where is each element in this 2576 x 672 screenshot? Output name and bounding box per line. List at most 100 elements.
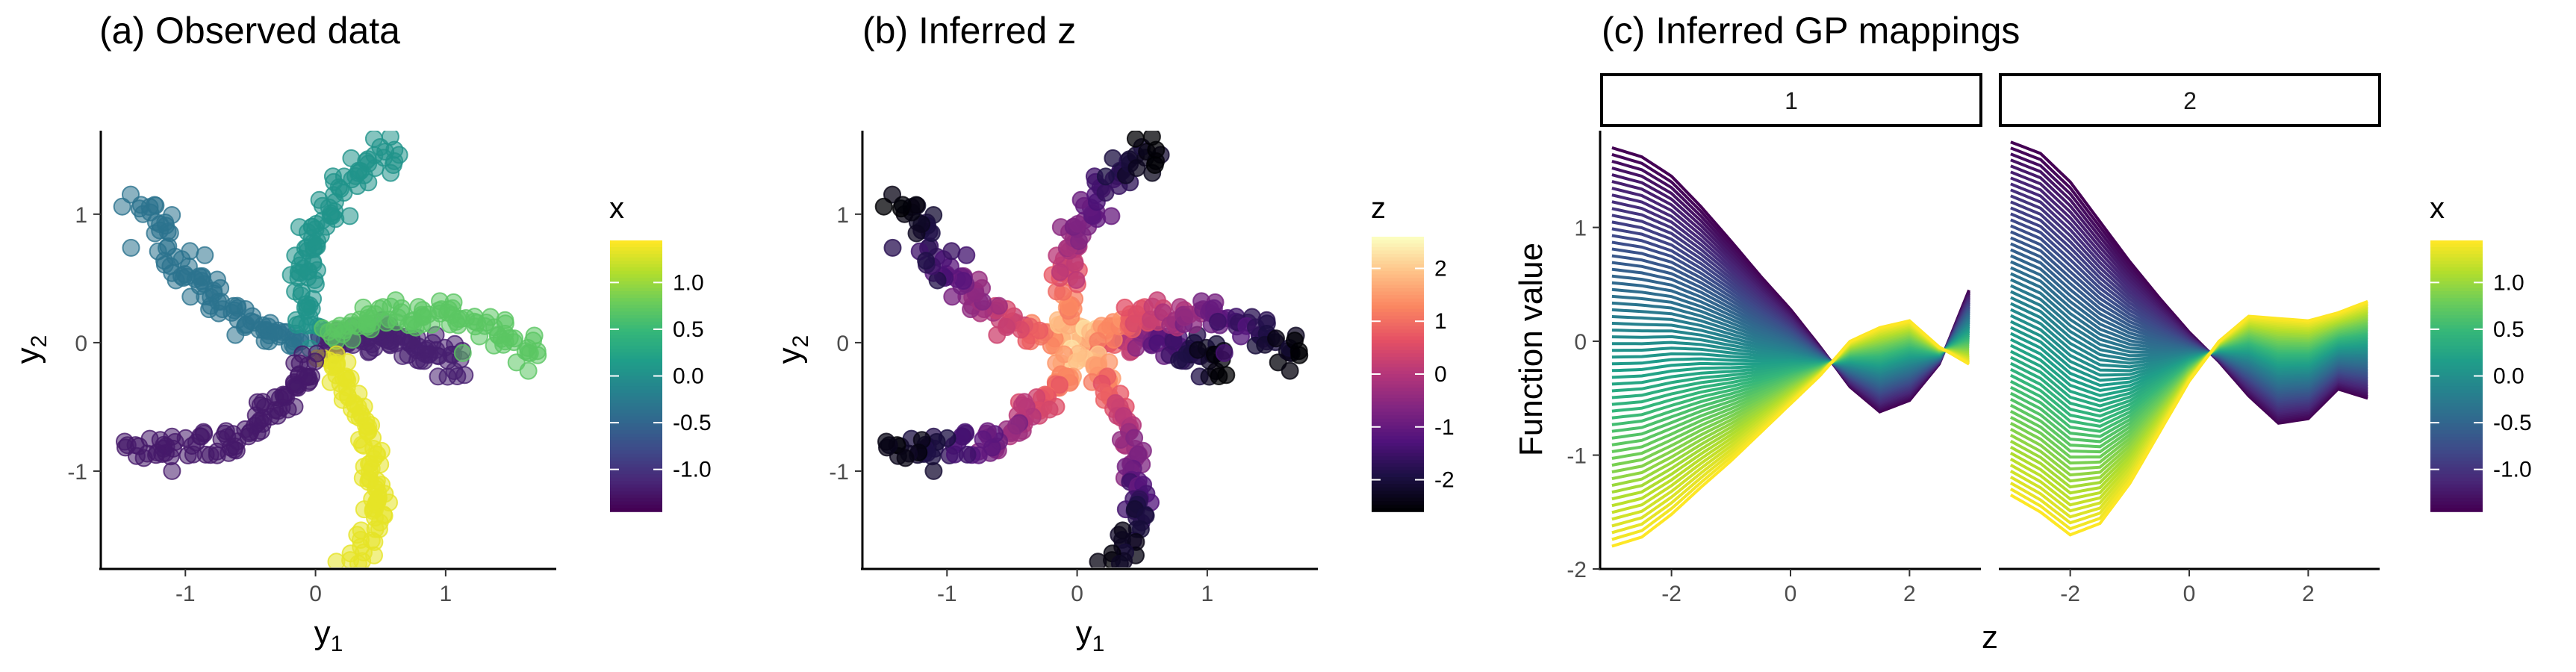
x-tick-label: -2 [1661,582,1681,606]
scatter-point [1125,429,1144,447]
scatter-point [907,224,926,243]
panel-c: (c) Inferred GP mappings 1 2 1 0 -1 -2 -2 0 2 -… [1513,10,2532,656]
colorbar-segment [1372,312,1424,317]
colorbar-segment [1372,332,1424,337]
colorbar-segment [610,332,662,336]
scatter-point [917,252,936,270]
facet-strip-2 [1999,73,2381,127]
y-tick-label: -2 [1567,558,1587,582]
facet-strip-1-label: 1 [1785,87,1798,114]
x-tick-label: 0 [1071,582,1083,606]
colorbar-segment [610,325,662,329]
colorbar-segment [610,358,662,364]
colorbar-segment [1372,449,1424,454]
colorbar-segment [610,437,662,441]
colorbar-segment [610,365,662,370]
colorbar-segment [610,393,662,397]
colorbar-segment [610,254,662,258]
colorbar-segment [1372,364,1424,368]
scatter-point [1281,361,1299,380]
colorbar-segment [1372,415,1424,420]
colorbar-segment [610,491,662,496]
colorbar-segment [1372,422,1424,426]
panel-a-ticks: -1 0 1 -1 0 1 [67,203,452,606]
panel-a-y-label: y2 [10,335,52,364]
scatter-point [1051,263,1069,281]
colorbar-segment [610,335,662,340]
colorbar-tick-label: 2 [1434,256,1447,281]
colorbar-segment [610,399,662,404]
colorbar-segment [610,305,662,309]
colorbar-segment [2430,298,2483,302]
colorbar-segment [1372,370,1424,375]
colorbar-segment [610,484,662,489]
colorbar-segment [1372,250,1424,255]
colorbar-segment [610,447,662,452]
colorbar-segment [2430,426,2483,431]
colorbar-tick-label: 0 [1434,362,1447,387]
facet-strip-1 [1600,73,1982,127]
colorbar-tick-label: 1.0 [673,270,704,295]
colorbar-segment [2430,257,2483,262]
colorbar-segment [1372,467,1424,471]
colorbar-segment [2430,301,2483,306]
colorbar-segment [2430,345,2483,349]
colorbar-segment [1372,384,1424,389]
panel-b-points [874,131,1309,567]
colorbar-segment [2430,501,2483,505]
scatter-point [340,207,359,225]
scatter-point [1126,131,1145,148]
scatter-point [366,159,385,177]
scatter-point [1089,553,1107,567]
colorbar-segment [2430,311,2483,316]
colorbar-segment [2430,477,2483,482]
colorbar-segment [1372,452,1424,458]
facet-2-curves [2009,140,2368,537]
colorbar-segment [1372,240,1424,244]
colorbar-segment [2430,457,2483,461]
colorbar-tick-label: -0.5 [673,411,712,435]
colorbar-segment [1372,281,1424,286]
colorbar-segment [610,389,662,393]
colorbar-segment [2430,264,2483,269]
colorbar-segment [2430,393,2483,397]
scatter-point [912,431,931,449]
scatter-point [335,167,353,186]
colorbar-segment [2430,413,2483,417]
scatter-point [146,224,164,243]
colorbar-segment [610,494,662,499]
scatter-point [957,246,976,264]
colorbar-segment [1372,340,1424,344]
x-tick-label: 0 [1785,582,1797,606]
scatter-point [1067,271,1086,289]
colorbar-segment [610,281,662,285]
panel-a-points [113,131,547,567]
colorbar-segment [2430,437,2483,441]
colorbar-segment [1372,432,1424,437]
colorbar-segment [2430,474,2483,479]
colorbar-segment [610,287,662,292]
colorbar-segment [2430,352,2483,357]
colorbar-segment [2430,338,2483,343]
colorbar-segment [2430,379,2483,384]
colorbar-segment [610,270,662,276]
colorbar-segment [1372,302,1424,306]
colorbar-segment [2430,321,2483,326]
colorbar-segment [610,477,662,482]
scatter-point [196,246,214,264]
colorbar-segment [610,420,662,424]
colorbar-segment [2430,420,2483,424]
scatter-point [196,445,215,464]
scatter-point [1068,214,1087,233]
scatter-point [1147,140,1166,159]
colorbar-segment [2430,444,2483,448]
colorbar-segment [1372,336,1424,340]
colorbar-segment [2430,325,2483,329]
x-tick-label: 0 [2183,582,2196,606]
colorbar-segment [610,379,662,384]
scatter-point [427,340,446,359]
scatter-point [942,242,961,261]
scatter-point [116,432,134,451]
scatter-point [279,400,297,419]
scatter-point [305,271,324,289]
